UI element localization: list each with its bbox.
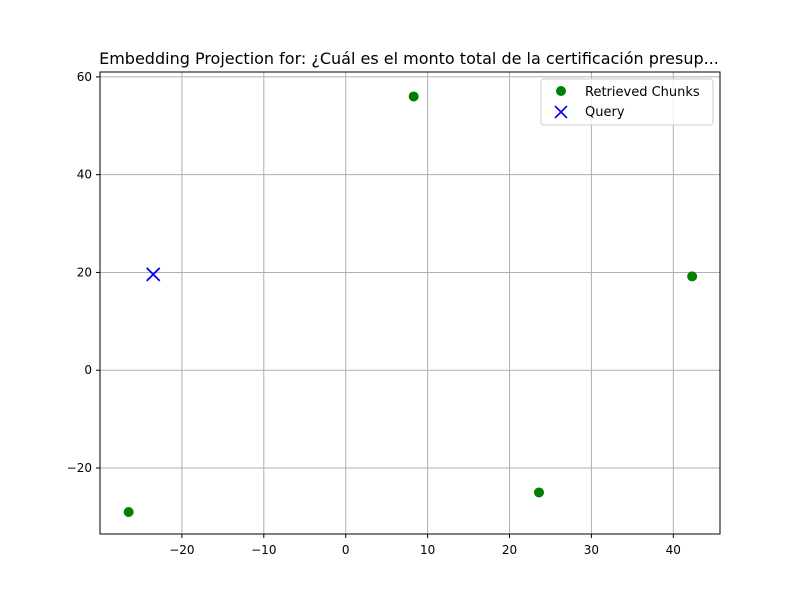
y-tick-label: 40	[77, 168, 92, 182]
x-tick-label: 10	[420, 543, 435, 557]
x-tick-label: 20	[502, 543, 517, 557]
y-tick-label: 20	[77, 265, 92, 279]
legend-marker-retrieved-chunks	[556, 86, 566, 96]
legend-label-query: Query	[585, 105, 625, 120]
retrieved-chunk-point	[687, 271, 698, 282]
retrieved-chunk-point	[533, 487, 544, 498]
retrieved-chunk-point	[123, 507, 134, 517]
query-point	[146, 267, 161, 282]
y-tick-label: 60	[77, 70, 92, 84]
legend-marker-query	[554, 105, 568, 119]
y-tick-label: −20	[67, 461, 92, 475]
x-tick-label: 30	[584, 543, 599, 557]
x-tick-label: −20	[169, 543, 194, 557]
data-points	[123, 91, 698, 517]
grid-lines	[100, 72, 720, 534]
legend-box	[540, 78, 714, 126]
retrieved-chunk-point	[408, 91, 419, 102]
y-tick-label: 0	[84, 363, 92, 377]
x-tick-label: 0	[342, 543, 350, 557]
x-tick-label: 40	[666, 543, 681, 557]
legend: Retrieved Chunks Query	[540, 78, 714, 126]
x-tick-label: −10	[251, 543, 276, 557]
chart-title: Embedding Projection for: ¿Cuál es el mo…	[99, 49, 719, 68]
plot-area-frame	[99, 71, 721, 535]
legend-label-retrieved-chunks: Retrieved Chunks	[585, 85, 700, 100]
axis-ticks: −20 −10 0 10 20 30 40 −20 0 20 40 60	[67, 70, 681, 557]
